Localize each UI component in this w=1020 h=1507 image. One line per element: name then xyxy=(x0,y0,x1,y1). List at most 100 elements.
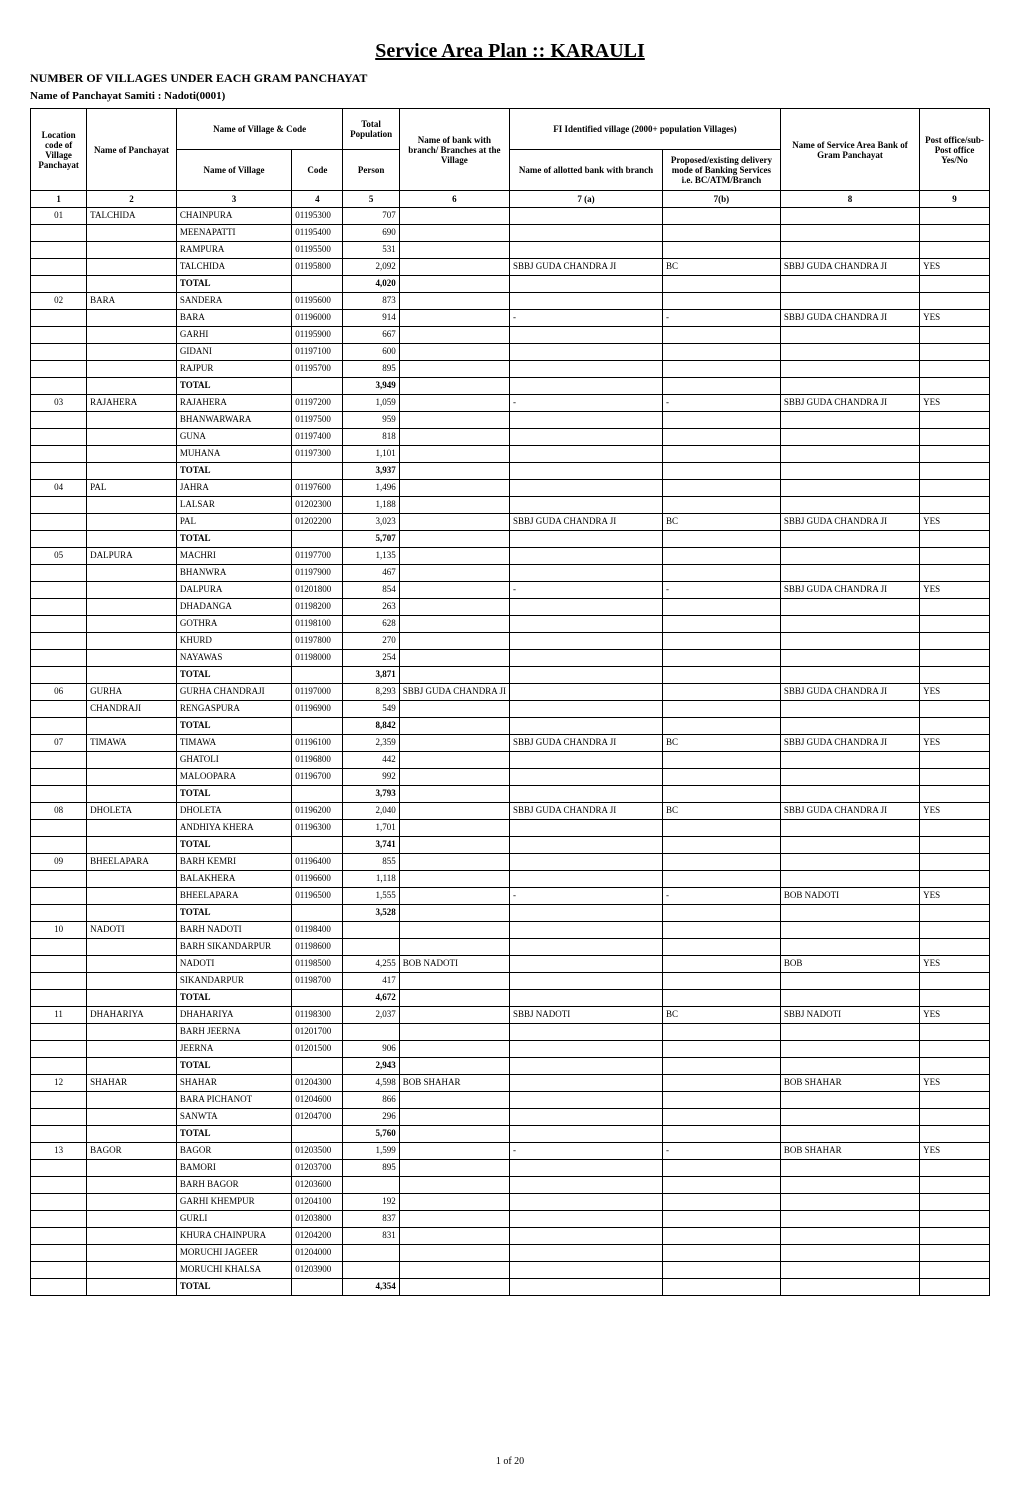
table-cell: BC xyxy=(662,259,780,276)
table-cell xyxy=(662,378,780,395)
table-cell xyxy=(662,769,780,786)
table-cell: 628 xyxy=(343,616,399,633)
table-cell: SBBJ GUDA CHANDRA JI xyxy=(510,803,663,820)
table-cell: 01195600 xyxy=(292,293,343,310)
table-cell xyxy=(920,480,990,497)
table-cell xyxy=(87,633,177,650)
table-cell xyxy=(780,1092,919,1109)
samiti-name: Name of Panchayat Samiti : Nadoti(0001) xyxy=(30,90,990,102)
table-cell: 1,701 xyxy=(343,820,399,837)
header-panchayat: Name of Panchayat xyxy=(87,109,177,191)
table-cell xyxy=(510,1279,663,1296)
table-cell: 895 xyxy=(343,361,399,378)
table-cell: 01196800 xyxy=(292,752,343,769)
table-cell xyxy=(780,633,919,650)
table-cell xyxy=(399,633,509,650)
table-cell: 914 xyxy=(343,310,399,327)
table-cell: ANDHIYA KHERA xyxy=(176,820,291,837)
table-cell: BARH KEMRI xyxy=(176,854,291,871)
table-cell: GUNA xyxy=(176,429,291,446)
table-cell xyxy=(87,1041,177,1058)
table-cell xyxy=(662,1126,780,1143)
table-cell: 2,359 xyxy=(343,735,399,752)
table-cell xyxy=(920,667,990,684)
table-cell xyxy=(87,990,177,1007)
table-row: 03RAJAHERARAJAHERA011972001,059--SBBJ GU… xyxy=(31,395,990,412)
table-cell: 01196600 xyxy=(292,871,343,888)
table-cell: 4,020 xyxy=(343,276,399,293)
table-cell xyxy=(31,327,87,344)
table-cell: TOTAL xyxy=(176,905,291,922)
table-cell xyxy=(31,1194,87,1211)
table-cell xyxy=(510,616,663,633)
table-cell xyxy=(662,327,780,344)
table-cell xyxy=(399,922,509,939)
table-cell xyxy=(662,1228,780,1245)
table-cell: 01196500 xyxy=(292,888,343,905)
table-cell xyxy=(399,837,509,854)
table-cell xyxy=(31,514,87,531)
table-cell: 01197100 xyxy=(292,344,343,361)
table-cell xyxy=(31,361,87,378)
table-cell xyxy=(920,616,990,633)
table-cell xyxy=(780,548,919,565)
table-cell: NADOTI xyxy=(87,922,177,939)
table-cell xyxy=(662,446,780,463)
table-cell: 4,672 xyxy=(343,990,399,1007)
table-cell: RAMPURA xyxy=(176,242,291,259)
table-cell xyxy=(780,718,919,735)
table-cell: 442 xyxy=(343,752,399,769)
table-cell xyxy=(510,378,663,395)
table-cell xyxy=(662,599,780,616)
table-cell xyxy=(780,463,919,480)
table-cell: 3,937 xyxy=(343,463,399,480)
table-cell: BOB SHAHAR xyxy=(399,1075,509,1092)
table-cell: 5,707 xyxy=(343,531,399,548)
table-cell: 1,555 xyxy=(343,888,399,905)
table-cell xyxy=(780,990,919,1007)
table-cell: SBBJ GUDA CHANDRA JI xyxy=(780,684,919,701)
table-cell: 01197600 xyxy=(292,480,343,497)
table-cell xyxy=(31,752,87,769)
table-cell xyxy=(87,1245,177,1262)
table-cell xyxy=(31,412,87,429)
table-cell: 01203600 xyxy=(292,1177,343,1194)
table-cell xyxy=(780,769,919,786)
table-cell xyxy=(87,446,177,463)
table-cell: 01196200 xyxy=(292,803,343,820)
table-cell xyxy=(31,769,87,786)
table-cell xyxy=(662,276,780,293)
table-cell xyxy=(510,480,663,497)
table-cell xyxy=(510,242,663,259)
table-cell: 818 xyxy=(343,429,399,446)
table-cell xyxy=(662,633,780,650)
table-cell xyxy=(510,1160,663,1177)
table-cell: 417 xyxy=(343,973,399,990)
table-cell xyxy=(662,973,780,990)
table-cell: TOTAL xyxy=(176,718,291,735)
table-cell: SBBJ NADOTI xyxy=(780,1007,919,1024)
table-cell xyxy=(87,752,177,769)
table-cell xyxy=(87,344,177,361)
table-cell: 07 xyxy=(31,735,87,752)
table-cell: TOTAL xyxy=(176,786,291,803)
table-cell: 5,760 xyxy=(343,1126,399,1143)
table-cell: 1,059 xyxy=(343,395,399,412)
table-row: RAMPURA01195500531 xyxy=(31,242,990,259)
table-cell xyxy=(920,446,990,463)
table-cell: 01195300 xyxy=(292,208,343,225)
table-cell: BARH JEERNA xyxy=(176,1024,291,1041)
table-cell xyxy=(399,531,509,548)
table-cell xyxy=(780,616,919,633)
table-cell: TIMAWA xyxy=(87,735,177,752)
table-cell xyxy=(510,667,663,684)
table-cell xyxy=(399,463,509,480)
table-row: 08DHOLETADHOLETA011962002,040SBBJ GUDA C… xyxy=(31,803,990,820)
table-cell xyxy=(662,1058,780,1075)
table-cell xyxy=(662,242,780,259)
table-cell: SBBJ GUDA CHANDRA JI xyxy=(510,259,663,276)
table-cell: 837 xyxy=(343,1211,399,1228)
table-cell xyxy=(780,446,919,463)
header-allotted-bank: Name of allotted bank with branch xyxy=(510,150,663,191)
table-cell xyxy=(31,1092,87,1109)
